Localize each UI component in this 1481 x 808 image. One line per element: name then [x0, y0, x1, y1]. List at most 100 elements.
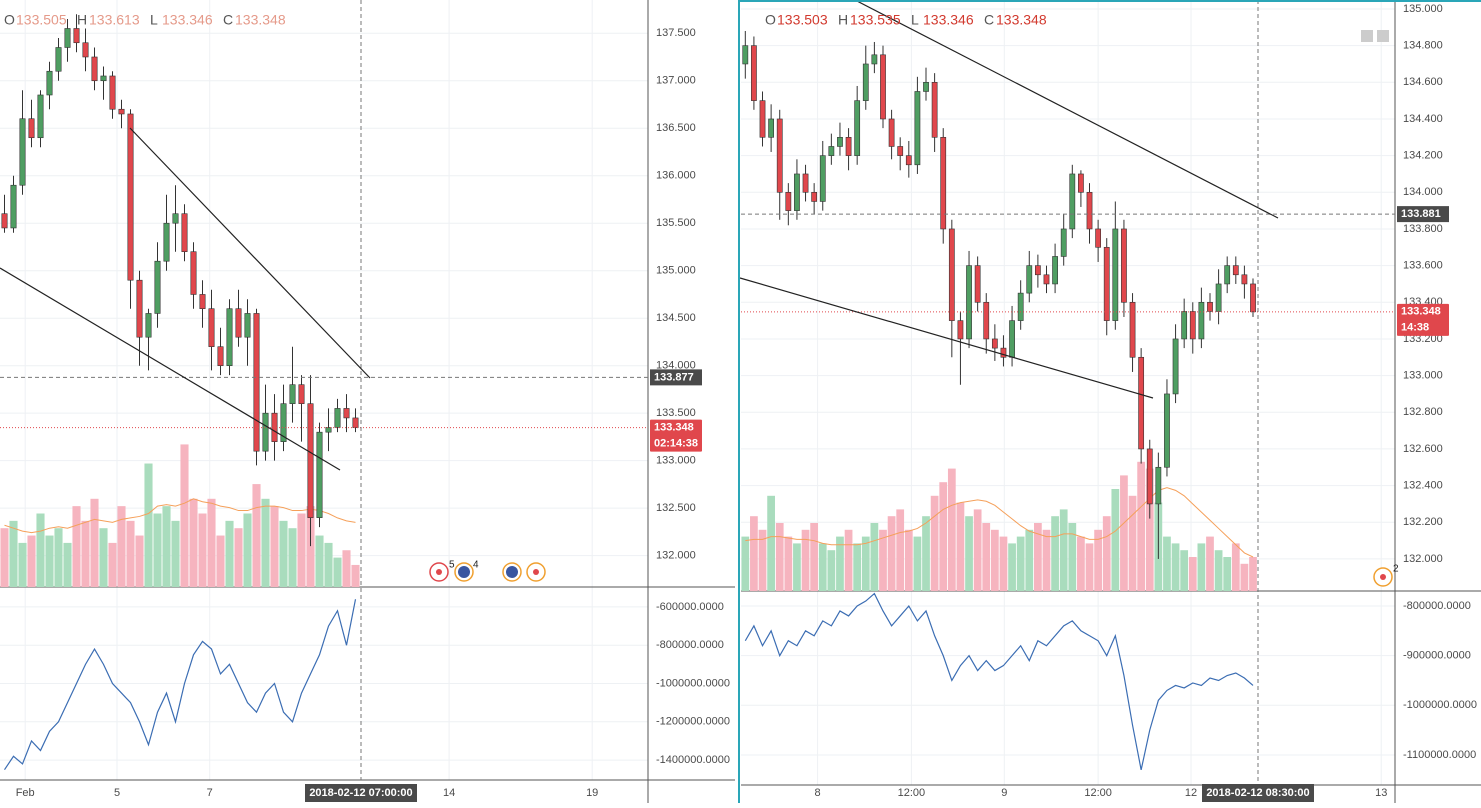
ohlc-key: O [765, 12, 776, 28]
ohlc-key: H [77, 12, 87, 28]
indicator-line [4, 599, 357, 770]
candle-body [334, 408, 341, 428]
volume-bar [1025, 529, 1034, 591]
candle-body [1069, 173, 1076, 230]
event-count: 2 [1393, 564, 1399, 575]
candle-body [1035, 265, 1041, 276]
candle-body [862, 63, 869, 101]
last-price-label: 133.348 [1401, 306, 1441, 318]
ohlc-key: O [4, 12, 15, 28]
candle-body [109, 75, 116, 110]
volume-bar [965, 516, 973, 591]
ohlc-value: 133.348 [996, 12, 1047, 28]
candle-body [1, 213, 8, 229]
y-tick-label: 134.800 [1403, 40, 1443, 52]
candle-body [316, 431, 323, 518]
candle-body [880, 54, 886, 120]
volume-bar [1102, 516, 1111, 591]
volume-bar [297, 513, 306, 587]
candle-body [1026, 265, 1033, 294]
y-tick-label: 137.000 [656, 75, 696, 87]
ohlc-key: L [150, 12, 158, 28]
scale-button[interactable] [1377, 30, 1389, 42]
volume-bar [810, 523, 819, 591]
volume-bar [793, 543, 801, 591]
x-tick-label: 13 [1375, 787, 1387, 799]
ohlc-value: 133.346 [923, 12, 974, 28]
volume-bar [999, 536, 1008, 591]
volume-bar [108, 542, 117, 587]
volume-bar [135, 535, 144, 587]
volume-bar [1188, 557, 1197, 591]
volume-bar [1137, 461, 1146, 591]
ohlc-value: 133.346 [162, 12, 213, 28]
volume-bar [767, 495, 775, 591]
candle-body [73, 28, 80, 44]
candle-body [352, 417, 359, 428]
volume-bar [982, 523, 991, 591]
y-tick-label: 135.000 [1403, 3, 1443, 15]
candle-body [1009, 320, 1015, 358]
candle-body [785, 191, 792, 211]
y-tick-label: 132.200 [1403, 516, 1443, 528]
y-tick-label: 132.000 [1403, 553, 1443, 565]
x-tick-label: 14 [443, 787, 455, 799]
y-tick-label: 134.400 [1403, 113, 1443, 125]
trend-line[interactable] [129, 127, 371, 379]
volume-bar [252, 484, 261, 587]
y-tick-label: 134.200 [1403, 150, 1443, 162]
volume-bar [956, 502, 965, 591]
candle-body [289, 384, 296, 404]
ohlc-value: 133.505 [16, 12, 67, 28]
candle-body [37, 94, 44, 139]
volume-bar [306, 506, 315, 587]
volume-bar [180, 444, 189, 587]
candle-body [1146, 448, 1153, 505]
volume-bar [1171, 543, 1180, 591]
trend-line[interactable] [0, 267, 341, 471]
candle-body [1129, 301, 1136, 358]
y-tick-label: 133.000 [1403, 370, 1443, 382]
volume-bar [1231, 543, 1240, 591]
candle-body [1155, 466, 1162, 505]
candle-body [966, 265, 972, 340]
volume-bar [0, 528, 9, 587]
y-tick-label: 132.400 [1403, 480, 1443, 492]
volume-bar [1068, 523, 1077, 591]
scale-button[interactable] [1361, 30, 1373, 42]
x-tick-label: 7 [207, 787, 213, 799]
volume-bar [836, 536, 844, 591]
candle-body [127, 113, 134, 281]
volume-bar [1016, 536, 1025, 591]
candle-body [1095, 228, 1102, 248]
x-tick-label: 9 [1001, 787, 1007, 799]
volume-bar [750, 516, 758, 591]
volume-bar [72, 506, 81, 587]
volume-bar [1223, 557, 1232, 591]
candle-body [931, 82, 938, 138]
x-tick-label: 8 [815, 787, 821, 799]
volume-bar [1197, 543, 1206, 591]
volume-bar [36, 513, 45, 587]
last-price-box [1397, 303, 1449, 336]
ohlc-key: H [838, 12, 848, 28]
y-tick-label: -900000.0000 [1403, 650, 1471, 662]
candle-body [1232, 265, 1239, 276]
y-tick-label: -1100000.0000 [1403, 749, 1476, 761]
y-tick-label: 133.000 [656, 455, 696, 467]
crosshair-time-box [1202, 784, 1314, 802]
candle-body [46, 70, 53, 96]
volume-bar [922, 516, 930, 591]
candle-body [154, 260, 161, 314]
volume-bar [1128, 495, 1137, 591]
trend-line[interactable] [739, 277, 1154, 399]
candle-body [794, 173, 800, 211]
volume-bar [1034, 523, 1042, 591]
volume-bar [261, 498, 270, 587]
x-tick-label: 12:00 [1084, 787, 1112, 799]
volume-bar [54, 528, 63, 587]
y-tick-label: -1400000.0000 [656, 754, 730, 766]
trend-line[interactable] [854, 0, 1279, 219]
countdown-label: 14:38 [1401, 322, 1429, 334]
